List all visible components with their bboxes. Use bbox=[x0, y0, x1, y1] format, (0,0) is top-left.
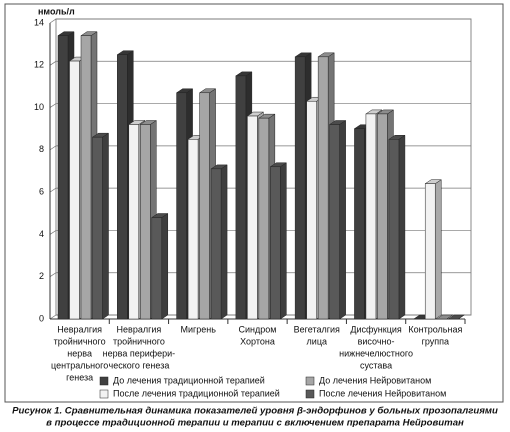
bar-side bbox=[220, 164, 228, 320]
bar bbox=[187, 139, 199, 320]
x-tick-label: Мигрень bbox=[180, 324, 216, 334]
bar-top bbox=[435, 314, 454, 320]
y-tick-label: 14 bbox=[34, 17, 44, 27]
bar-side bbox=[102, 132, 109, 320]
bar bbox=[258, 117, 270, 320]
caption: Рисунок 1. Сравнительная динамика показа… bbox=[12, 406, 498, 417]
x-tick-label: нерва перифери- bbox=[103, 348, 176, 358]
bar bbox=[388, 139, 400, 320]
x-tick-label: группа bbox=[422, 336, 449, 346]
bar bbox=[80, 35, 92, 320]
x-tick-label: височно- bbox=[358, 336, 395, 346]
x-tick-label: Хортона bbox=[240, 336, 275, 346]
x-tick-label: Синдром bbox=[239, 324, 277, 334]
bar bbox=[57, 35, 69, 320]
y-tick-label: 6 bbox=[39, 187, 44, 197]
bar-top bbox=[447, 314, 466, 320]
bar bbox=[151, 217, 163, 320]
x-tick-label: Невралгия bbox=[57, 324, 102, 334]
bar-side bbox=[339, 120, 346, 320]
bar bbox=[176, 92, 187, 320]
legend-swatch bbox=[305, 389, 315, 399]
y-tick-label: 12 bbox=[34, 60, 44, 70]
x-tick-label: тройничного bbox=[113, 336, 165, 346]
legend-swatch bbox=[99, 376, 109, 386]
bar bbox=[69, 60, 80, 320]
x-tick-label: сустава bbox=[360, 360, 392, 370]
bar bbox=[354, 128, 365, 320]
legend-label: До лечения традиционной терапией bbox=[113, 375, 265, 385]
legend-label: До лечения Нейровитаном bbox=[319, 375, 431, 385]
bar bbox=[270, 166, 281, 320]
legend-label: После лечения Нейровитаном bbox=[319, 388, 446, 398]
y-tick-label: 8 bbox=[39, 144, 44, 154]
x-tick-label: центрального bbox=[51, 360, 108, 370]
bar bbox=[140, 124, 151, 320]
x-tick-label: лица bbox=[307, 336, 327, 346]
bar bbox=[117, 54, 128, 320]
bar-side bbox=[161, 213, 169, 320]
x-tick-label: Вегеталгия bbox=[294, 324, 340, 334]
bar bbox=[317, 56, 329, 320]
bar bbox=[199, 92, 210, 320]
bar bbox=[377, 113, 388, 320]
bar-side bbox=[280, 162, 287, 320]
bar bbox=[210, 168, 222, 320]
bar-side bbox=[398, 134, 406, 320]
bar bbox=[92, 136, 103, 320]
y-tick-label: 0 bbox=[39, 313, 44, 323]
legend-swatch bbox=[99, 389, 109, 399]
legend-swatch bbox=[305, 376, 315, 386]
grid-line bbox=[49, 18, 471, 24]
bar bbox=[306, 100, 317, 320]
x-tick-label: Дисфункция bbox=[350, 324, 402, 334]
bar bbox=[247, 115, 258, 320]
x-tick-label: генеза bbox=[66, 372, 93, 382]
legend-label: После лечения традиционной терапией bbox=[113, 388, 280, 398]
bar bbox=[329, 124, 340, 320]
y-tick-label: 2 bbox=[39, 271, 44, 281]
bar bbox=[128, 124, 140, 320]
y-tick-label: 10 bbox=[34, 102, 44, 112]
bar bbox=[235, 75, 247, 320]
bar bbox=[424, 183, 436, 320]
bar-side bbox=[434, 179, 442, 320]
x-tick-label: нерва bbox=[67, 348, 92, 358]
bar bbox=[294, 56, 306, 320]
y-axis-label: нмоль/л bbox=[38, 6, 75, 16]
x-tick-label: Контрольная bbox=[408, 324, 462, 334]
x-tick-label: Невралгия bbox=[117, 324, 162, 334]
bar bbox=[365, 113, 377, 320]
x-tick-label: нижнечелюстного bbox=[339, 348, 413, 358]
x-tick-label: тройничного bbox=[54, 336, 106, 346]
x-tick-label: ческого генеза bbox=[109, 360, 170, 370]
caption: в процессе традиционной терапии и терапи… bbox=[46, 418, 464, 427]
y-tick-label: 4 bbox=[39, 229, 44, 239]
